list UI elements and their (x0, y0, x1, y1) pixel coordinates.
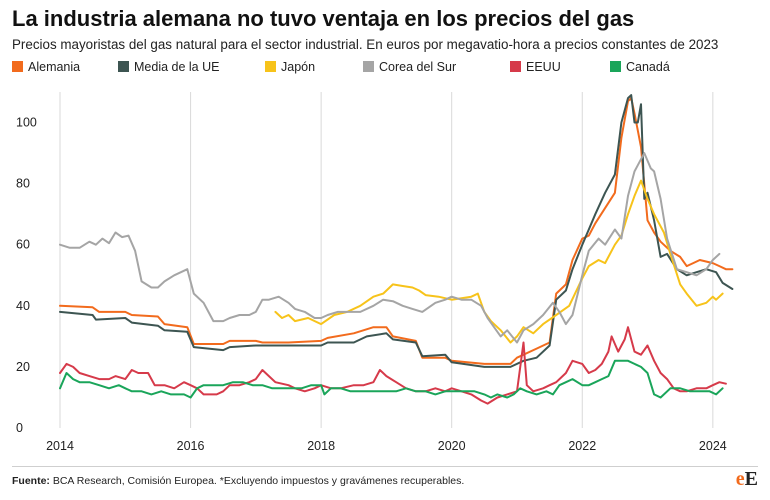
legend-label: Japón (281, 60, 316, 74)
legend-label: Canadá (626, 60, 670, 74)
logo-e: e (735, 468, 745, 490)
legend-label: Corea del Sur (379, 60, 457, 74)
legend-item-eeuu: EEUU (510, 60, 561, 74)
series-line-canad- (59, 359, 724, 399)
x-tick-label: 2024 (699, 439, 727, 453)
legend-swatch (510, 61, 521, 72)
source-text: BCA Research, Comisión Europea. *Excluye… (49, 475, 465, 487)
y-tick-label: 80 (16, 177, 30, 191)
x-tick-label: 2020 (438, 439, 466, 453)
legend-swatch (12, 61, 23, 72)
y-tick-label: 20 (16, 360, 30, 374)
y-tick-label: 100 (16, 116, 37, 130)
chart-subtitle: Precios mayoristas del gas natural para … (12, 37, 719, 52)
legend-swatch (363, 61, 374, 72)
source-label: Fuente: (12, 475, 50, 487)
footer-divider (12, 466, 758, 467)
legend-label: EEUU (526, 60, 561, 74)
logo-E: E (744, 468, 758, 490)
legend-item-canada: Canadá (610, 60, 670, 74)
series-line-media-de-la-ue (59, 94, 734, 368)
chart-title: La industria alemana no tuvo ventaja en … (12, 6, 635, 31)
x-tick-label: 2022 (568, 439, 596, 453)
legend-swatch (118, 61, 129, 72)
series-line-corea-del-sur (59, 152, 721, 344)
legend-item-media-ue: Media de la UE (118, 60, 219, 74)
x-tick-label: 2018 (307, 439, 335, 453)
legend-label: Alemania (28, 60, 81, 74)
y-tick-label: 60 (16, 238, 30, 252)
x-tick-label: 2016 (177, 439, 205, 453)
legend-item-corea: Corea del Sur (363, 60, 456, 74)
publisher-logo: eE (736, 468, 758, 491)
legend-item-alemania: Alemania (12, 60, 80, 74)
legend-label: Media de la UE (134, 60, 220, 74)
x-tick-label: 2014 (46, 439, 74, 453)
y-tick-label: 40 (16, 299, 30, 313)
chart-legend: Alemania Media de la UE Japón Corea del … (12, 60, 762, 76)
series-line-jap-n (274, 179, 724, 344)
legend-item-japon: Japón (265, 60, 315, 74)
series-line-alemania (59, 97, 734, 365)
legend-swatch (265, 61, 276, 72)
source-note: Fuente: BCA Research, Comisión Europea. … (12, 475, 464, 487)
y-tick-label: 0 (16, 421, 23, 435)
legend-swatch (610, 61, 621, 72)
